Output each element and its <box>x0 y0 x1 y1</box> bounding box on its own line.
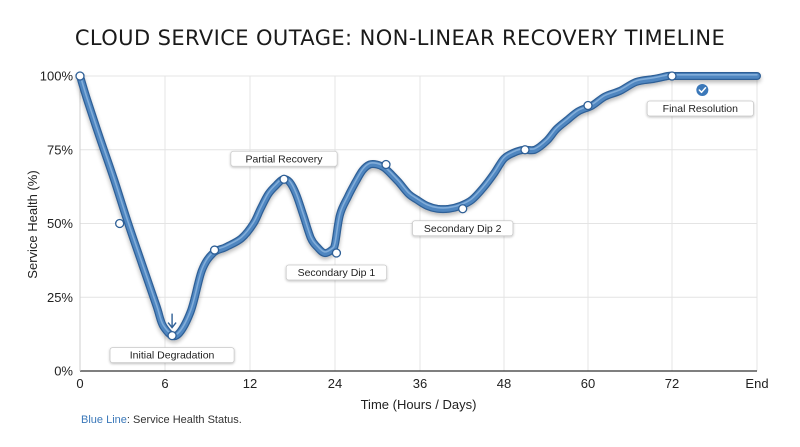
x-tick-label: 12 <box>243 376 257 391</box>
y-tick-label: 0% <box>54 364 73 379</box>
data-points <box>75 71 677 341</box>
annotation: Secondary Dip 2 <box>412 220 514 237</box>
data-point <box>458 204 468 214</box>
data-point <box>583 100 593 111</box>
x-tick-label: 72 <box>665 376 679 391</box>
annotation-label: Partial Recovery <box>245 153 323 165</box>
annotation-box <box>646 100 754 117</box>
axes: 0 6 12 24 36 48 60 72 End 0% 25% 50% 75% 100% <box>40 69 769 392</box>
annotation-label: Secondary Dip 1 <box>298 267 376 279</box>
x-tick-label: 36 <box>413 376 427 391</box>
y-tick-label: 100% <box>40 69 74 84</box>
data-point <box>167 330 177 341</box>
annotation-label: Initial Degradation <box>130 350 215 362</box>
footnote-series-key: Blue Line <box>81 414 127 426</box>
y-axis-label: Service Health (%) <box>25 170 40 278</box>
check-badge-icon <box>696 84 709 96</box>
x-tick-label: 6 <box>161 376 168 391</box>
annotation: Final Resolution <box>646 84 754 117</box>
data-point <box>331 248 342 258</box>
x-tick-label: 24 <box>328 376 342 391</box>
data-point <box>115 218 125 229</box>
annotation-box <box>412 220 514 237</box>
chart-title: CLOUD SERVICE OUTAGE: NON-LINEAR RECOVER… <box>74 26 726 50</box>
annotations: Initial Degradation Partial Recovery Secon… <box>109 84 754 364</box>
data-point <box>75 71 85 81</box>
annotation: Partial Recovery <box>230 150 338 167</box>
annotation-label: Secondary Dip 2 <box>424 223 502 235</box>
footnote-text: : Service Health Status. <box>126 414 242 426</box>
series-service-health <box>76 71 761 341</box>
data-point <box>279 174 289 184</box>
y-tick-label: 75% <box>47 142 73 157</box>
data-point <box>520 145 530 155</box>
footnote: Blue Line: Service Health Status. <box>81 414 242 426</box>
y-tick-label: 25% <box>47 290 73 305</box>
series-line-highlight <box>79 73 758 336</box>
x-tick-label: 48 <box>497 376 511 391</box>
annotation-box <box>230 150 338 167</box>
y-tick-label: 50% <box>47 216 73 231</box>
check-mark-icon <box>698 87 707 94</box>
annotation: Secondary Dip 1 <box>285 264 388 281</box>
data-point <box>667 71 677 81</box>
down-arrow-icon-head <box>167 322 177 329</box>
data-point <box>209 245 220 255</box>
annotation-label: Final Resolution <box>663 103 738 115</box>
annotation: Initial Degradation <box>109 313 235 364</box>
annotation-box <box>285 264 388 281</box>
x-tick-label: 60 <box>581 376 595 391</box>
x-tick-label: 0 <box>76 376 83 391</box>
x-axis-label: Time (Hours / Days) <box>361 397 477 412</box>
x-tick-label: End <box>745 376 768 391</box>
data-point <box>381 159 391 170</box>
annotation-box <box>109 347 235 364</box>
